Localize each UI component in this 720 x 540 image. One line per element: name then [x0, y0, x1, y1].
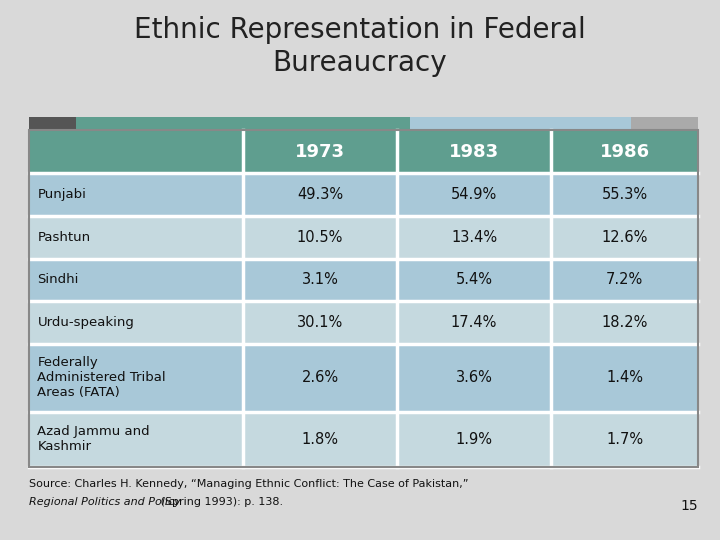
Text: Azad Jammu and
Kashmir: Azad Jammu and Kashmir — [37, 426, 150, 454]
Bar — [29, 130, 243, 173]
Bar — [397, 216, 551, 259]
Bar — [29, 117, 76, 129]
Bar — [551, 216, 698, 259]
Text: 1.7%: 1.7% — [606, 432, 643, 447]
Bar — [29, 412, 243, 467]
Text: Ethnic Representation in Federal
Bureaucracy: Ethnic Representation in Federal Bureauc… — [134, 16, 586, 77]
Text: 5.4%: 5.4% — [456, 272, 492, 287]
Bar — [551, 173, 698, 216]
Text: 3.1%: 3.1% — [302, 272, 338, 287]
Bar — [29, 301, 243, 343]
Text: 1.4%: 1.4% — [606, 370, 643, 385]
Bar — [243, 412, 397, 467]
Bar — [243, 130, 397, 173]
Text: 49.3%: 49.3% — [297, 187, 343, 202]
Bar — [551, 259, 698, 301]
Bar — [29, 130, 698, 467]
Bar — [397, 343, 551, 412]
Text: 1973: 1973 — [295, 143, 345, 160]
Bar — [551, 412, 698, 467]
Bar — [29, 173, 243, 216]
Bar — [631, 117, 698, 129]
Text: 12.6%: 12.6% — [601, 230, 648, 245]
Text: 15: 15 — [681, 500, 698, 514]
Bar — [551, 301, 698, 343]
Bar — [29, 259, 243, 301]
Bar — [243, 173, 397, 216]
Bar — [29, 216, 243, 259]
Bar — [397, 412, 551, 467]
Text: 1.9%: 1.9% — [456, 432, 492, 447]
Text: 2.6%: 2.6% — [302, 370, 338, 385]
Bar — [243, 343, 397, 412]
Bar — [551, 343, 698, 412]
Bar — [29, 343, 243, 412]
Bar — [397, 130, 551, 173]
Text: 7.2%: 7.2% — [606, 272, 644, 287]
Text: Source: Charles H. Kennedy, “Managing Ethnic Conflict: The Case of Pakistan,”: Source: Charles H. Kennedy, “Managing Et… — [29, 479, 468, 489]
Text: 10.5%: 10.5% — [297, 230, 343, 245]
Text: 1986: 1986 — [600, 143, 650, 160]
Bar — [410, 117, 631, 129]
Text: Sindhi: Sindhi — [37, 273, 78, 286]
Text: Federally
Administered Tribal
Areas (FATA): Federally Administered Tribal Areas (FAT… — [37, 356, 166, 399]
Bar — [76, 117, 410, 129]
Text: 1983: 1983 — [449, 143, 499, 160]
Text: 13.4%: 13.4% — [451, 230, 497, 245]
Text: 3.6%: 3.6% — [456, 370, 492, 385]
Bar — [243, 216, 397, 259]
Text: Urdu-speaking: Urdu-speaking — [37, 316, 135, 329]
Bar — [397, 173, 551, 216]
Text: 17.4%: 17.4% — [451, 315, 498, 330]
Text: 54.9%: 54.9% — [451, 187, 498, 202]
Text: 18.2%: 18.2% — [601, 315, 648, 330]
Text: Regional Politics and Policy: Regional Politics and Policy — [29, 497, 181, 507]
Text: 30.1%: 30.1% — [297, 315, 343, 330]
Text: 55.3%: 55.3% — [602, 187, 648, 202]
Bar — [397, 301, 551, 343]
Bar — [397, 259, 551, 301]
Text: Punjabi: Punjabi — [37, 188, 86, 201]
Bar — [243, 259, 397, 301]
Text: Pashtun: Pashtun — [37, 231, 91, 244]
Text: 1.8%: 1.8% — [302, 432, 338, 447]
Bar — [243, 301, 397, 343]
Bar — [551, 130, 698, 173]
Text: (Spring 1993): p. 138.: (Spring 1993): p. 138. — [157, 497, 283, 507]
